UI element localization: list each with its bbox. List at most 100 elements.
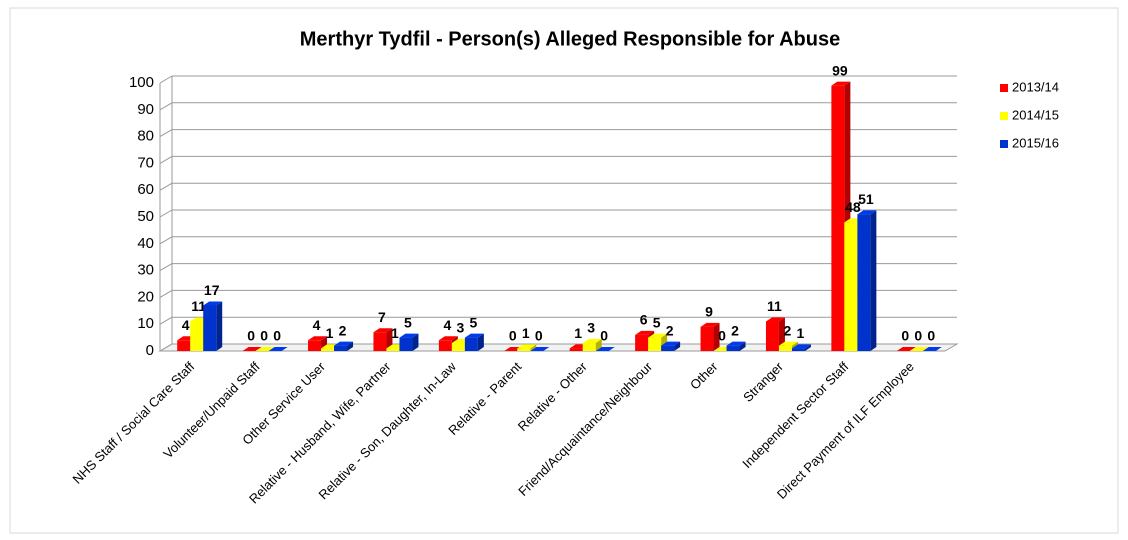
data-label: 17 [204, 282, 220, 298]
bar-side [477, 333, 484, 351]
bar-side [713, 322, 720, 351]
bar-side [412, 333, 419, 351]
data-label: 1 [326, 325, 334, 341]
y-tick-label: 100 [129, 74, 154, 91]
bar-side [870, 210, 877, 351]
bar-top [399, 333, 419, 338]
y-tick-label: 70 [137, 154, 154, 171]
y-tick-label: 0 [146, 342, 154, 359]
bar-top [726, 341, 746, 346]
bar [844, 222, 858, 351]
bar-top [778, 341, 798, 346]
data-label: 0 [509, 328, 517, 344]
bar-side [778, 317, 785, 351]
data-label: 5 [469, 314, 477, 330]
bar-top [530, 347, 550, 351]
y-tick-label: 80 [137, 128, 154, 145]
grid-line-side [159, 102, 173, 111]
bar [857, 214, 871, 351]
bar [399, 337, 413, 351]
bar [569, 348, 583, 351]
bar-top [308, 336, 328, 341]
bar [373, 332, 387, 351]
legend-label: 2015/16 [1012, 135, 1059, 150]
y-tick-label: 50 [137, 208, 154, 225]
bar-top [909, 347, 929, 351]
bar-top [517, 344, 537, 349]
bar [177, 340, 191, 351]
bar-top [700, 322, 720, 327]
bar [765, 321, 779, 351]
bar [700, 326, 714, 351]
data-label: 0 [260, 328, 268, 344]
bar-side [595, 338, 602, 351]
y-tick-label: 90 [137, 101, 154, 118]
bar [648, 337, 662, 351]
data-label: 11 [191, 298, 206, 314]
bar [334, 345, 348, 351]
data-label: 2 [666, 322, 674, 338]
data-label: 0 [273, 328, 281, 344]
bar-top [255, 347, 275, 351]
bar-top [661, 341, 681, 346]
bar-top [268, 347, 288, 351]
bar [778, 345, 792, 351]
bar-top [582, 338, 602, 343]
y-tick-label: 10 [137, 315, 154, 332]
y-tick-label: 30 [137, 262, 154, 279]
grid-line-side [159, 343, 173, 352]
data-label: 9 [705, 304, 713, 320]
bar-top [648, 333, 668, 338]
data-label: 0 [600, 328, 608, 344]
data-label: 0 [901, 328, 909, 344]
bar [190, 321, 204, 351]
bar-top [896, 347, 916, 351]
grid-line-side [159, 129, 173, 138]
bar [308, 340, 322, 351]
data-label: 3 [456, 320, 464, 336]
grid-line-side [159, 209, 173, 218]
grid-line-side [159, 289, 173, 298]
bar [517, 348, 531, 351]
chart-title: Merthyr Tydfil - Person(s) Alleged Respo… [300, 28, 840, 50]
bar-side [804, 344, 811, 351]
data-label: 2 [731, 322, 739, 338]
data-label: 5 [404, 314, 412, 330]
legend-label: 2013/14 [1012, 79, 1059, 94]
bar-side [216, 301, 223, 351]
legend-swatch [1000, 140, 1008, 148]
bar-top [203, 301, 223, 306]
bar-side [739, 341, 746, 351]
bar [321, 348, 335, 351]
chart-border [9, 7, 1119, 534]
data-label: 4 [182, 317, 190, 333]
bar [635, 334, 649, 351]
bar-top [464, 333, 484, 338]
data-label: 0 [914, 328, 922, 344]
data-label: 2 [784, 322, 792, 338]
bar [464, 337, 478, 351]
data-label: 0 [718, 328, 726, 344]
legend-label: 2014/15 [1012, 107, 1059, 122]
bar-side [347, 341, 354, 351]
data-label: 1 [797, 325, 805, 341]
data-label: 0 [247, 328, 255, 344]
y-tick-label: 60 [137, 181, 154, 198]
data-label: 48 [845, 199, 861, 215]
data-label: 5 [653, 314, 661, 330]
data-label: 51 [858, 191, 874, 207]
bar-top [831, 81, 851, 86]
bar-top [438, 336, 458, 341]
data-label: 0 [927, 328, 935, 344]
grid-line-side [159, 182, 173, 191]
bar-side [530, 344, 537, 351]
y-tick-label: 20 [137, 288, 154, 305]
bar [582, 342, 596, 351]
data-label: 1 [574, 325, 582, 341]
legend-swatch [1000, 112, 1008, 120]
bar-side [674, 341, 681, 351]
bar-top [922, 347, 942, 351]
data-label: 99 [832, 62, 848, 78]
y-tick-label: 40 [137, 235, 154, 252]
